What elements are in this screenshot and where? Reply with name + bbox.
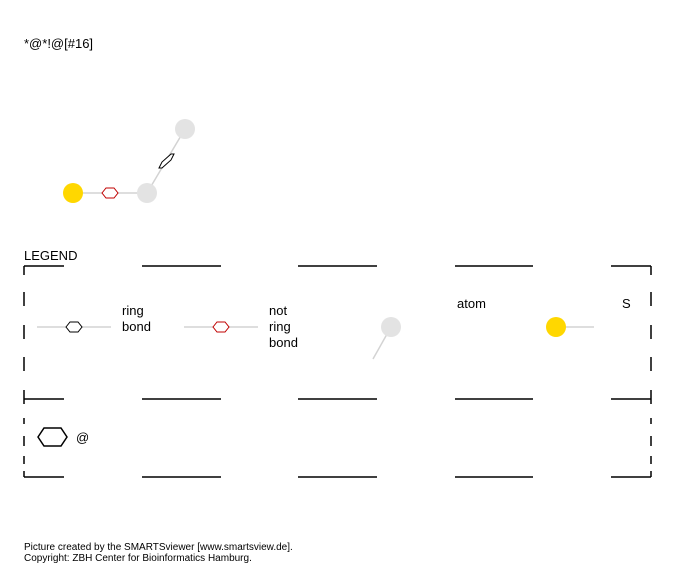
legend-not-ring-bond-sample [184,321,258,333]
legend-sulfur-sample [546,317,594,337]
atom-center [137,183,157,203]
legend-ring-primitive-label: @ [76,430,90,445]
legend-sulfur-label: S [622,296,631,311]
footer: Picture created by the SMARTSviewer [www… [24,542,293,564]
molecule [63,119,195,203]
ring-bond-marker [158,153,175,169]
sulfur-atom [63,183,83,203]
legend-atom-label: atom [457,296,486,311]
not-ring-bond-marker [101,187,119,199]
smarts-query: *@*!@[#16] [24,36,94,51]
footer-copyright: Copyright: ZBH Center for Bioinformatics… [24,553,252,564]
legend-ring-bond-sample [37,321,111,333]
legend-atom-sample [372,317,401,360]
legend-frame [23,265,652,478]
atom-top [175,119,195,139]
legend-ring-primitive-icon [37,427,68,447]
legend-ring-bond-label: ring bond [122,303,151,334]
legend-not-ring-bond-label: not ring bond [269,303,298,350]
footer-credit: Picture created by the SMARTSviewer [www… [24,542,293,553]
legend-title: LEGEND [24,248,78,263]
